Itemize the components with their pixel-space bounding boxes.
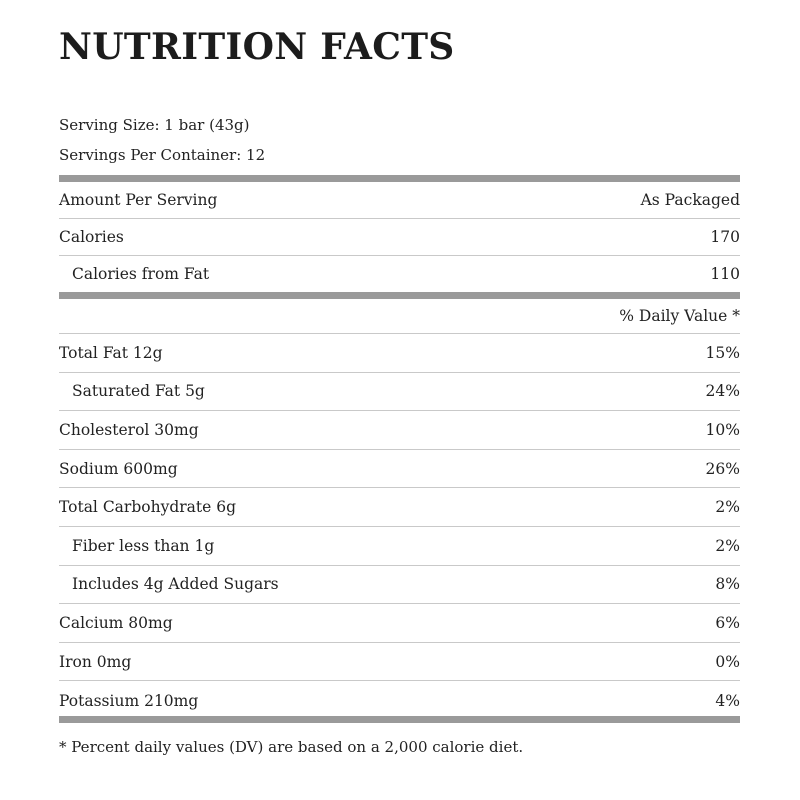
- nutrient-daily-value: 2%: [715, 498, 740, 517]
- nutrient-daily-value: 2%: [715, 536, 740, 555]
- thick-divider-bottom: [59, 716, 740, 723]
- nutrient-row: Total Carbohydrate 6g 2%: [59, 488, 740, 527]
- nutrient-label: Saturated Fat 5g: [72, 382, 205, 401]
- amount-per-serving-row: Amount Per Serving As Packaged: [59, 182, 740, 219]
- calories-from-fat-row: Calories from Fat 110: [59, 256, 740, 292]
- nutrient-row: Cholesterol 30mg 10%: [59, 411, 740, 450]
- nutrient-label: Sodium 600mg: [59, 459, 178, 478]
- calories-value: 170: [710, 228, 740, 246]
- nutrient-daily-value: 15%: [705, 343, 740, 362]
- calories-label: Calories: [59, 228, 124, 246]
- nutrient-daily-value: 10%: [705, 420, 740, 439]
- nutrient-row: Saturated Fat 5g 24%: [59, 373, 740, 412]
- nutrient-row: Total Fat 12g 15%: [59, 334, 740, 373]
- nutrient-row: Includes 4g Added Sugars 8%: [59, 566, 740, 605]
- amount-per-serving-label: Amount Per Serving: [59, 191, 218, 209]
- nutrient-row: Potassium 210mg 4%: [59, 681, 740, 720]
- nutrient-label: Iron 0mg: [59, 652, 132, 671]
- nutrient-label: Cholesterol 30mg: [59, 420, 199, 439]
- daily-value-header: % Daily Value *: [619, 307, 740, 325]
- nutrient-daily-value: 26%: [705, 459, 740, 478]
- thick-divider-middle: [59, 292, 740, 299]
- nutrient-label: Calcium 80mg: [59, 613, 173, 632]
- servings-per-container: Servings Per Container: 12: [59, 146, 266, 164]
- page-title: NUTRITION FACTS: [59, 26, 455, 68]
- footnote: * Percent daily values (DV) are based on…: [59, 738, 524, 756]
- as-packaged-label: As Packaged: [640, 191, 740, 209]
- daily-value-header-row: % Daily Value *: [59, 299, 740, 334]
- nutrient-label: Fiber less than 1g: [72, 536, 215, 555]
- nutrient-label: Potassium 210mg: [59, 691, 199, 710]
- nutrient-label: Total Carbohydrate 6g: [59, 498, 237, 517]
- nutrient-row: Sodium 600mg 26%: [59, 450, 740, 489]
- nutrient-row: Fiber less than 1g 2%: [59, 527, 740, 566]
- serving-size: Serving Size: 1 bar (43g): [59, 116, 250, 134]
- calories-from-fat-value: 110: [710, 265, 740, 283]
- nutrient-daily-value: 0%: [715, 652, 740, 671]
- nutrient-label: Includes 4g Added Sugars: [72, 575, 279, 594]
- nutrient-daily-value: 24%: [705, 382, 740, 401]
- calories-from-fat-label: Calories from Fat: [72, 265, 210, 283]
- thick-divider-top: [59, 175, 740, 182]
- nutrient-label: Total Fat 12g: [59, 343, 163, 362]
- nutrient-daily-value: 8%: [715, 575, 740, 594]
- nutrition-label: NUTRITION FACTS Serving Size: 1 bar (43g…: [59, 0, 740, 800]
- nutrient-daily-value: 6%: [715, 613, 740, 632]
- nutrient-row: Calcium 80mg 6%: [59, 604, 740, 643]
- nutrient-row: Iron 0mg 0%: [59, 643, 740, 682]
- calories-row: Calories 170: [59, 219, 740, 256]
- nutrient-daily-value: 4%: [715, 691, 740, 710]
